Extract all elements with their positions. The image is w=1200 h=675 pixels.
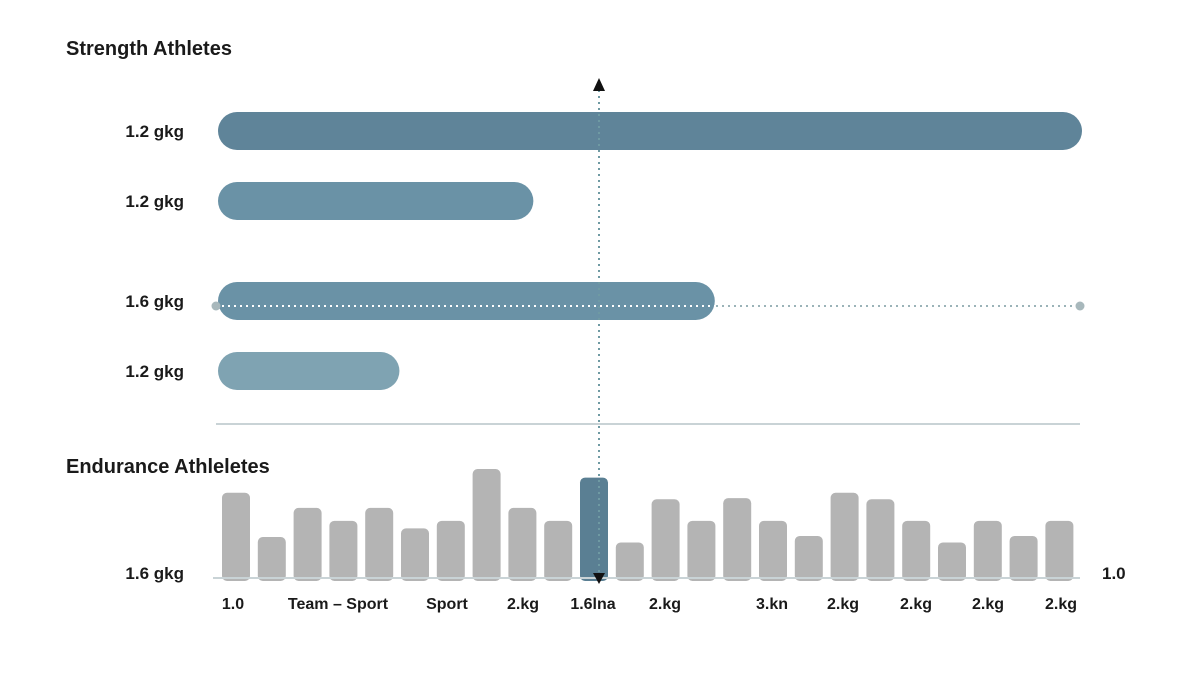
- endurance-tick-label: 1.0: [222, 596, 244, 613]
- endurance-bar: [436, 520, 465, 581]
- endurance-bar: [687, 520, 716, 581]
- guide-endpoint-dot: [1075, 301, 1085, 311]
- endurance-bar: [902, 520, 931, 581]
- endurance-bar: [615, 542, 644, 581]
- endurance-bar: [329, 520, 358, 581]
- endurance-tick-label: 2.kg: [900, 596, 932, 613]
- endurance-bar-highlight: [580, 477, 608, 581]
- strength-category-label: 1.2 gkg: [125, 192, 184, 211]
- endurance-bar: [830, 492, 859, 581]
- strength-bar: [218, 182, 534, 220]
- strength-category-label: 1.2 gkg: [125, 362, 184, 381]
- endurance-bar: [938, 542, 966, 581]
- endurance-tick-label: Sport: [426, 596, 468, 613]
- endurance-bar: [651, 499, 680, 581]
- endurance-bar: [759, 520, 787, 581]
- endurance-y-label-left: 1.6 gkg: [125, 564, 184, 583]
- endurance-bar: [293, 507, 322, 581]
- strength-category-label: 1.6 gkg: [125, 292, 184, 311]
- endurance-bar: [401, 528, 429, 581]
- endurance-tick-label: Team – Sport: [288, 596, 389, 613]
- chart-title-endurance: Endurance Athleletes: [66, 456, 270, 478]
- chart-title-strength: Strength Athletes: [66, 38, 232, 60]
- endurance-bar: [866, 499, 895, 581]
- endurance-bar: [508, 507, 537, 581]
- strength-bar: [218, 112, 1082, 150]
- strength-bar: [218, 282, 715, 320]
- guide-arrow-down-icon: [593, 573, 605, 584]
- endurance-bar: [544, 520, 573, 581]
- endurance-tick-label: 2.kg: [827, 596, 859, 613]
- endurance-bar: [222, 492, 250, 581]
- endurance-bar: [365, 507, 394, 581]
- endurance-tick-label: 2.kg: [507, 596, 539, 613]
- endurance-tick-label: 2.kg: [1045, 596, 1077, 613]
- endurance-bar: [472, 469, 501, 581]
- endurance-bar: [723, 498, 752, 581]
- endurance-bar: [257, 537, 286, 581]
- strength-bar: [218, 352, 400, 390]
- endurance-tick-label: 3.kn: [756, 596, 788, 613]
- endurance-tick-label: 2.kg: [649, 596, 681, 613]
- endurance-bar: [1009, 535, 1038, 581]
- endurance-y-label-right: 1.0: [1102, 564, 1126, 583]
- strength-category-label: 1.2 gkg: [125, 122, 184, 141]
- guide-endpoint-dot: [211, 301, 221, 311]
- endurance-tick-label: 1.6lna: [570, 596, 615, 613]
- endurance-bar: [794, 535, 823, 581]
- endurance-tick-label: 2.kg: [972, 596, 1004, 613]
- endurance-bar: [1045, 520, 1074, 581]
- guide-arrow-up-icon: [593, 78, 605, 91]
- endurance-bar: [973, 520, 1002, 581]
